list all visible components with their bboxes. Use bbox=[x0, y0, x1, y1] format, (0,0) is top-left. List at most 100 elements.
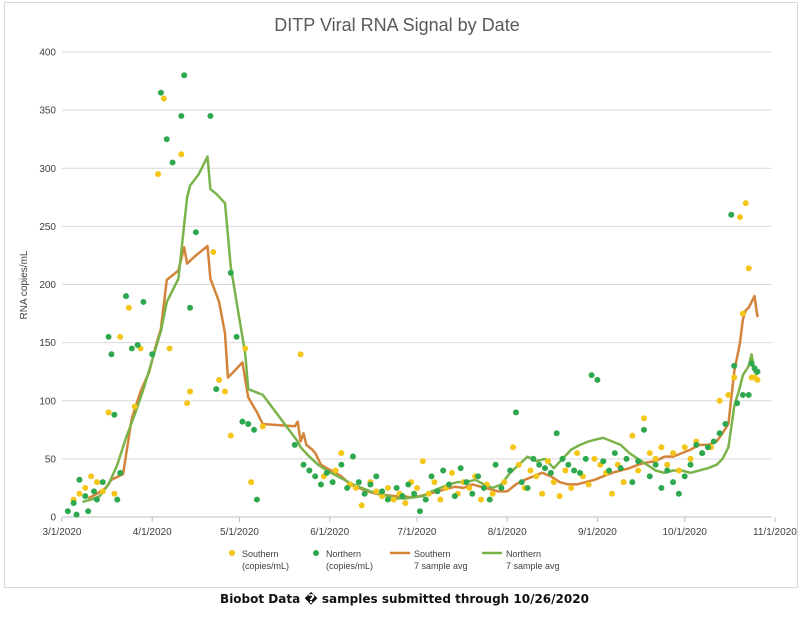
data-point-northern bbox=[82, 493, 89, 500]
data-point-southern bbox=[640, 415, 647, 422]
x-tick-label: 7/1/2020 bbox=[398, 527, 437, 538]
data-point-northern bbox=[379, 488, 386, 495]
data-point-northern bbox=[704, 444, 711, 451]
data-point-northern bbox=[571, 467, 578, 474]
data-point-southern bbox=[210, 248, 217, 255]
data-point-southern bbox=[501, 479, 508, 486]
data-point-southern bbox=[478, 496, 485, 503]
data-point-southern bbox=[539, 490, 546, 497]
data-point-northern bbox=[664, 467, 671, 474]
data-point-southern bbox=[591, 455, 598, 462]
data-point-northern bbox=[76, 476, 83, 483]
data-point-northern bbox=[187, 304, 194, 311]
data-point-northern bbox=[716, 430, 723, 437]
data-point-southern bbox=[544, 458, 551, 465]
data-point-northern bbox=[553, 430, 560, 437]
data-point-southern bbox=[687, 455, 694, 462]
data-point-northern bbox=[329, 479, 336, 486]
data-point-northern bbox=[635, 458, 642, 465]
legend: Southern (copies/mL) Northern (copies/mL) So… bbox=[229, 549, 560, 571]
y-tick-label: 300 bbox=[39, 164, 56, 175]
data-point-northern bbox=[518, 479, 525, 486]
data-point-southern bbox=[556, 493, 563, 500]
data-point-northern bbox=[70, 500, 77, 507]
data-point-northern bbox=[169, 159, 176, 166]
data-point-southern bbox=[117, 333, 124, 340]
data-point-southern bbox=[716, 397, 723, 404]
data-point-northern bbox=[253, 496, 260, 503]
legend-label: 7 sample avg bbox=[506, 561, 560, 571]
data-point-northern bbox=[411, 490, 418, 497]
data-point-northern bbox=[73, 511, 80, 518]
data-point-northern bbox=[373, 473, 380, 480]
data-point-southern bbox=[635, 467, 642, 474]
data-point-northern bbox=[576, 469, 583, 476]
data-point-northern bbox=[163, 136, 170, 143]
data-point-northern bbox=[344, 484, 351, 491]
data-point-southern bbox=[227, 432, 234, 439]
data-point-southern bbox=[725, 391, 732, 398]
data-point-northern bbox=[384, 496, 391, 503]
data-point-southern bbox=[373, 488, 380, 495]
data-point-northern bbox=[582, 455, 589, 462]
data-point-northern bbox=[594, 376, 601, 383]
data-point-southern bbox=[352, 484, 359, 491]
x-tick-label: 9/1/2020 bbox=[578, 527, 617, 538]
data-point-northern bbox=[530, 455, 537, 462]
data-point-southern bbox=[88, 473, 95, 480]
data-point-northern bbox=[652, 461, 659, 468]
data-point-northern bbox=[428, 473, 435, 480]
data-point-northern bbox=[434, 488, 441, 495]
legend-label: Northern bbox=[506, 549, 541, 559]
data-point-northern bbox=[675, 490, 682, 497]
data-point-southern bbox=[448, 469, 455, 476]
data-point-northern bbox=[681, 473, 688, 480]
data-point-northern bbox=[207, 112, 214, 119]
data-point-northern bbox=[245, 421, 252, 427]
data-point-southern bbox=[731, 374, 738, 381]
x-tick-label: 4/1/2020 bbox=[133, 527, 172, 538]
data-point-southern bbox=[125, 304, 132, 311]
data-point-southern bbox=[620, 479, 627, 486]
data-point-northern bbox=[108, 351, 115, 358]
data-point-northern bbox=[128, 345, 135, 352]
x-tick-label: 3/1/2020 bbox=[43, 527, 82, 538]
data-point-southern bbox=[390, 496, 397, 503]
data-point-northern bbox=[600, 458, 607, 465]
data-point-northern bbox=[306, 467, 313, 474]
data-point-northern bbox=[157, 89, 164, 96]
data-point-southern bbox=[574, 450, 581, 457]
data-point-northern bbox=[105, 333, 112, 340]
data-point-southern bbox=[568, 484, 575, 491]
x-tick-label: 11/1/2020 bbox=[753, 527, 797, 538]
data-point-northern bbox=[181, 72, 188, 79]
data-point-southern bbox=[221, 388, 228, 395]
data-point-northern bbox=[710, 438, 717, 445]
data-point-northern bbox=[399, 493, 406, 500]
data-point-southern bbox=[111, 490, 118, 497]
data-point-northern bbox=[475, 473, 482, 480]
data-point-northern bbox=[646, 473, 653, 480]
data-point-southern bbox=[489, 490, 496, 497]
data-point-southern bbox=[466, 484, 473, 491]
data-point-southern bbox=[160, 95, 167, 102]
data-point-northern bbox=[699, 450, 706, 457]
data-point-northern bbox=[542, 465, 549, 472]
data-point-northern bbox=[693, 441, 700, 448]
avg-line-northern bbox=[82, 155, 759, 504]
data-point-southern bbox=[646, 450, 653, 457]
series-points bbox=[64, 72, 761, 518]
data-point-northern bbox=[312, 473, 319, 480]
data-point-southern bbox=[515, 461, 522, 468]
data-point-northern bbox=[617, 465, 624, 472]
data-point-northern bbox=[393, 484, 400, 491]
data-point-southern bbox=[82, 484, 89, 491]
data-point-southern bbox=[379, 493, 386, 500]
data-point-southern bbox=[155, 171, 162, 178]
x-tick-label: 10/1/2020 bbox=[662, 527, 707, 538]
data-point-northern bbox=[140, 298, 147, 305]
data-point-northern bbox=[463, 479, 470, 486]
data-point-northern bbox=[565, 461, 572, 468]
data-point-northern bbox=[512, 409, 519, 416]
data-point-southern bbox=[358, 502, 365, 509]
